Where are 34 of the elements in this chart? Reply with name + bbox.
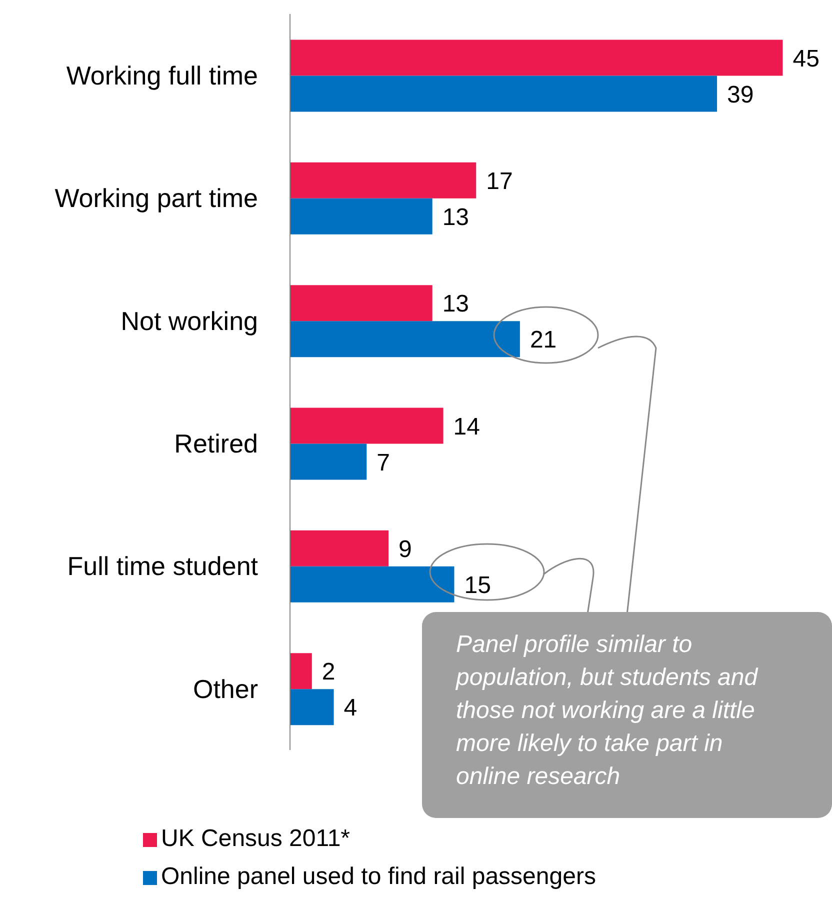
data-label: 39 [727,81,754,108]
data-label: 13 [442,290,470,318]
data-label: 4 [344,694,358,722]
data-label: 14 [453,413,480,440]
bar [290,444,367,480]
y-tick-label: Working part time [54,183,258,214]
data-label: 7 [376,449,390,476]
bar [290,162,476,198]
bar [290,321,520,358]
data-label: 9 [398,536,412,563]
y-tick-label: Full time student [67,551,259,582]
callout-box: Panel profile similar to population, but students and those not working are a little more likely to take part in online research [422,612,832,818]
data-label: 2 [322,658,336,686]
bar [290,653,312,690]
y-tick-label: Retired [174,428,258,459]
y-tick-label: Other [192,674,258,704]
bar [290,198,432,234]
bar [290,566,454,602]
bar [290,408,444,444]
annotation: Panel profile similar to population, but students and those not working are a little more likely to take part in online research [456,630,760,792]
bar [290,285,432,322]
bar [290,689,334,726]
data-label: 17 [486,168,513,195]
bar [290,40,783,76]
data-label: 15 [464,572,491,599]
y-tick-label: Not working [120,306,258,336]
legend-label: UK Census 2011* [161,825,350,852]
bar [290,76,718,112]
y-tick-label: Working full time [66,60,258,91]
bar [290,530,389,566]
data-label: 21 [530,326,557,354]
data-label: 45 [792,45,820,72]
legend-label: Online panel used to find rail passengers [161,863,596,890]
data-label: 13 [442,204,470,231]
